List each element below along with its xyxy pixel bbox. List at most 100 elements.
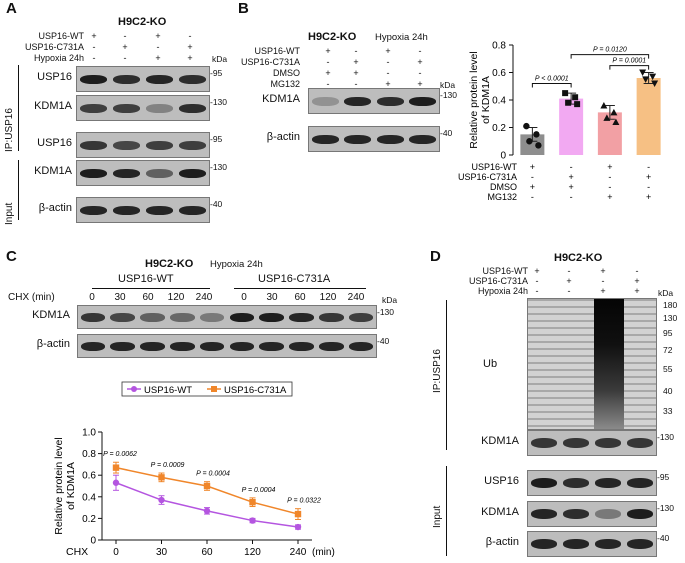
panel-d-sign: +	[534, 266, 540, 276]
ub-smear-ladder	[528, 299, 656, 429]
panel-a-marker: -95	[210, 68, 223, 78]
line-x-tick-label: 120	[244, 547, 261, 558]
panel-b-sign: -	[386, 68, 390, 78]
panel-d-blot	[527, 430, 657, 456]
line-point	[158, 496, 165, 504]
panel-b-row-label: MG132	[270, 79, 300, 89]
panel-d-sign: +	[600, 266, 606, 276]
protein-band	[145, 205, 174, 215]
panel-d-ub-marker: 55	[663, 364, 673, 374]
bar-row-sign: +	[646, 192, 651, 202]
bar-point	[610, 108, 618, 116]
bar-row-label: DMSO	[490, 182, 517, 192]
protein-band	[140, 312, 165, 322]
panel-b-sign: +	[417, 79, 423, 89]
panel-d-ub-marker: 180	[663, 300, 678, 310]
line-point	[294, 510, 302, 518]
protein-band	[626, 438, 654, 448]
protein-band	[259, 341, 284, 351]
protein-band	[530, 539, 558, 549]
panel-a-sign: +	[91, 31, 97, 41]
panel-b-sign: +	[353, 68, 359, 78]
protein-band	[409, 96, 437, 106]
panel-c-protein-label: β-actin	[36, 338, 70, 350]
protein-band	[530, 509, 558, 519]
protein-band	[145, 103, 174, 113]
bar	[520, 134, 545, 155]
panel-a-sign: -	[156, 42, 160, 52]
panel-d-marker: -40	[657, 533, 670, 543]
bar-point	[642, 76, 650, 83]
panel-b-condition: Hypoxia 24h	[375, 32, 428, 43]
panel-d-sign: -	[535, 276, 539, 286]
panel-d-ub-marker: 40	[663, 386, 673, 396]
panel-a-marker: -130	[210, 162, 228, 172]
panel-d-input-label: Input	[432, 505, 443, 528]
panel-c-group-c731a-line	[234, 288, 366, 289]
panel-a-kda-label: kDa	[212, 54, 228, 64]
panel-d-ub-label: Ub	[483, 358, 498, 370]
protein-band	[348, 312, 374, 322]
protein-band	[376, 134, 404, 144]
panel-c-timepoint: 60	[294, 292, 306, 303]
panel-d-row-label: Hypoxia 24h	[477, 286, 528, 296]
panel-b-row-label: USP16-C731A	[240, 57, 300, 67]
panel-c-timepoint: 60	[142, 292, 154, 303]
panel-a-title: H9C2-KO	[118, 16, 167, 28]
protein-band	[178, 74, 207, 84]
panel-a-blot	[76, 95, 210, 121]
panel-d-protein-label: KDM1A	[481, 435, 519, 447]
panel-a-row-label: USP16-C731A	[24, 42, 84, 52]
bar-row-sign: +	[568, 182, 573, 192]
line-y-tick-label: 1.0	[82, 428, 96, 439]
panel-d-sign: -	[635, 266, 639, 276]
line-point	[203, 482, 211, 490]
panel-d-ub-marker: 72	[663, 345, 673, 355]
panel-b-marker: -40	[440, 128, 453, 138]
panel-a-marker: -40	[210, 199, 223, 209]
protein-band	[178, 140, 207, 150]
panel-c-chx-label: CHX (min)	[8, 292, 55, 303]
panel-c-timepoint: 30	[114, 292, 126, 303]
protein-band	[79, 103, 108, 113]
panel-b-letter: B	[238, 0, 249, 17]
panel-c-group-wt-line	[92, 288, 210, 289]
panel-c-timepoint: 120	[167, 292, 185, 303]
protein-band	[409, 134, 437, 144]
protein-band	[562, 478, 590, 488]
bar-point	[526, 138, 533, 145]
line-legend-label: USP16-C731A	[224, 385, 287, 396]
line-legend-label: USP16-WT	[144, 385, 192, 396]
bar-row-sign: -	[647, 162, 650, 172]
line-y-tick-label: 0.4	[82, 492, 96, 503]
panel-b-sign: -	[386, 57, 390, 67]
protein-band	[626, 509, 654, 519]
panel-a-protein-label: KDM1A	[34, 165, 72, 177]
line-x-unit: (min)	[312, 547, 335, 558]
protein-band	[112, 103, 141, 113]
bar-comparison-pvalue: P < 0.0001	[535, 76, 569, 83]
panel-b-sign: +	[417, 57, 423, 67]
protein-band	[178, 103, 207, 113]
protein-band	[79, 74, 108, 84]
panel-b-sign: -	[354, 79, 358, 89]
panel-a-sign: +	[155, 53, 161, 63]
panel-b-sign: -	[326, 79, 330, 89]
panel-a-input-label: Input	[4, 202, 15, 225]
panel-a-ip-label: IP:USP16	[4, 108, 15, 152]
bar-row-sign: -	[570, 162, 573, 172]
protein-band	[289, 341, 314, 351]
bar-point	[651, 80, 659, 87]
panel-d-sign: +	[600, 286, 606, 296]
panel-d-sign: -	[535, 286, 539, 296]
bar-row-label: USP16-WT	[471, 162, 517, 172]
bar-y-tick-label: 0.8	[492, 41, 506, 52]
panel-a-protein-label: KDM1A	[34, 100, 72, 112]
panel-b-sign: -	[418, 68, 422, 78]
panel-c-marker: -130	[377, 307, 395, 317]
panel-c-group-c731a: USP16-C731A	[258, 273, 331, 285]
bar-point	[535, 142, 542, 149]
panel-d-ub-blot	[527, 298, 657, 430]
line-x-tick-label: 30	[156, 547, 168, 558]
bar-row-sign: +	[646, 172, 651, 182]
